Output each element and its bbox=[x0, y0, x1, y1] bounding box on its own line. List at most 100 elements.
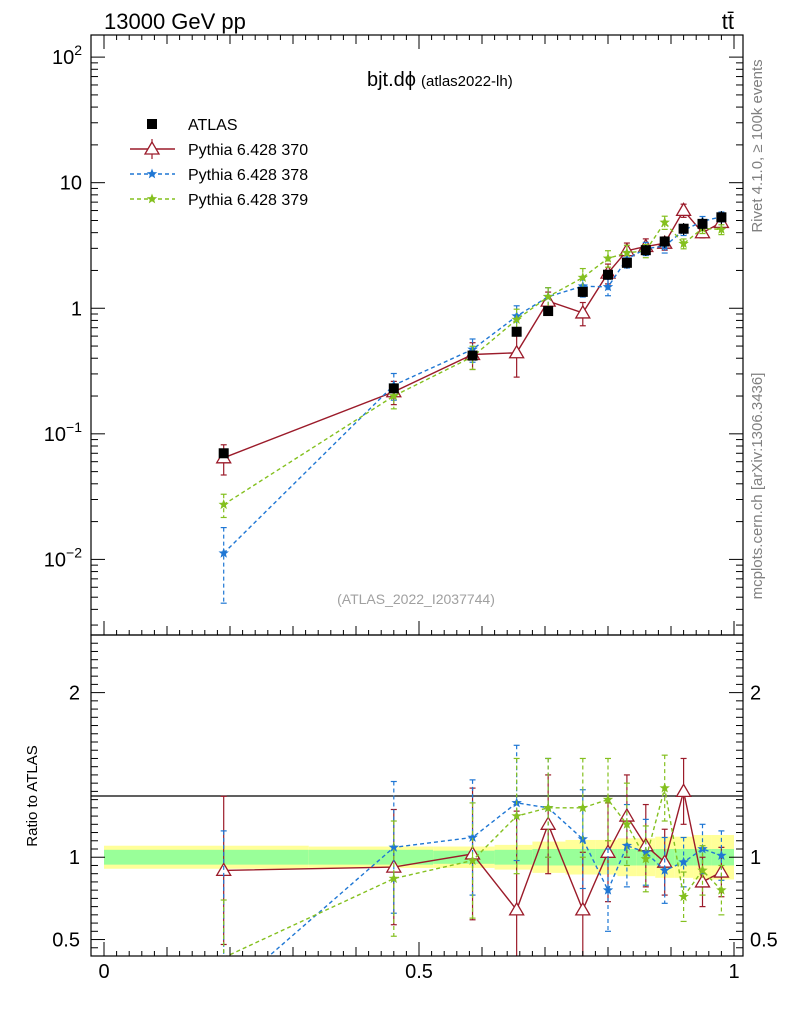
band-inner bbox=[104, 849, 309, 865]
ratio-marker bbox=[602, 884, 614, 895]
data-point bbox=[603, 269, 613, 280]
main-panel: 10−2 10−1 1 10 102 bjt.dϕ (atlas2022-lh) (AT… bbox=[44, 34, 744, 636]
y-tick-label: 10 bbox=[60, 173, 82, 195]
ratio-marker bbox=[659, 864, 670, 875]
ratio-marker bbox=[678, 856, 689, 867]
band-inner bbox=[433, 850, 495, 864]
ratio-marker bbox=[716, 850, 727, 860]
ratio-frame bbox=[90, 634, 744, 957]
ratio-panel: 0.5 0.51 12 2 0 0.5 1 Ratio to ATLAS bbox=[24, 634, 778, 983]
y-tick-label: 10−2 bbox=[44, 544, 82, 571]
x-tick-label: 1 bbox=[728, 961, 739, 983]
ratio-tick-label-left: 2 bbox=[69, 683, 80, 705]
x-tick-label: 0 bbox=[98, 961, 109, 983]
main-marker bbox=[602, 252, 614, 263]
ratio-marker bbox=[467, 832, 478, 842]
chart-title-text: bjt.dϕ bbox=[367, 69, 416, 91]
analysis-label: (ATLAS_2022_I2037744) bbox=[337, 591, 495, 607]
ratio-series bbox=[215, 744, 730, 956]
main-y-tick-labels: 10−2 10−1 1 10 102 bbox=[44, 42, 82, 571]
ratio-marker bbox=[621, 840, 633, 851]
legend-label: Pythia 6.428 378 bbox=[188, 167, 308, 184]
ratio-marker bbox=[602, 794, 614, 805]
ratio-tick-label-right: 1 bbox=[750, 847, 761, 869]
main-marker bbox=[218, 547, 229, 558]
main-marker bbox=[659, 216, 670, 227]
main-marker bbox=[678, 238, 689, 249]
main-axis-ticks bbox=[91, 35, 743, 635]
data-point bbox=[678, 223, 689, 234]
main-marker bbox=[508, 344, 525, 359]
data-point bbox=[697, 218, 708, 229]
data-point bbox=[716, 212, 727, 223]
ratio-marker bbox=[659, 782, 670, 793]
mcplots-label: mcplots.cern.ch [arXiv:1306.3436] bbox=[749, 373, 766, 600]
ratio-axis-ticks bbox=[91, 634, 743, 957]
data-point bbox=[577, 286, 588, 297]
main-marker bbox=[621, 247, 633, 258]
ratio-marker bbox=[713, 863, 730, 878]
ratio-marker bbox=[678, 891, 689, 902]
main-marker bbox=[602, 281, 614, 292]
ratio-tick-labels: 0.5 0.5 1 1 2 2 bbox=[52, 683, 778, 952]
ratio-tick-label-left: 0.5 bbox=[52, 930, 80, 952]
ratio-marker bbox=[697, 864, 708, 875]
ratio-ylabel: Ratio to ATLAS bbox=[24, 745, 41, 846]
ratio-marker bbox=[675, 783, 692, 798]
ratio-marker bbox=[508, 901, 525, 916]
band-inner bbox=[308, 849, 434, 865]
data-point bbox=[659, 236, 670, 247]
legend-label: Pythia 6.428 370 bbox=[188, 142, 308, 159]
ratio-marker bbox=[542, 802, 554, 813]
data-point bbox=[467, 350, 478, 361]
rivet-label: Rivet 4.1.0, ≥ 100k events bbox=[749, 59, 766, 232]
atlas-data-points bbox=[218, 211, 727, 459]
ratio-marker bbox=[467, 855, 478, 865]
main-marker bbox=[218, 499, 229, 510]
legend-label: Pythia 6.428 379 bbox=[188, 192, 308, 209]
main-marker bbox=[511, 314, 522, 324]
band-inner bbox=[494, 849, 533, 865]
main-marker bbox=[574, 304, 591, 319]
data-point bbox=[640, 245, 651, 256]
ratio-marker bbox=[574, 901, 591, 916]
ratio-marker bbox=[388, 873, 399, 884]
legend-marker bbox=[146, 168, 158, 179]
main-series bbox=[215, 202, 730, 604]
x-tick-label: 0.5 bbox=[405, 961, 433, 983]
data-point bbox=[621, 257, 632, 268]
y-tick-label: 1 bbox=[71, 298, 82, 320]
main-marker bbox=[716, 224, 727, 234]
ratio-tick-label-right: 2 bbox=[750, 683, 761, 705]
main-marker bbox=[388, 390, 399, 401]
data-point bbox=[218, 448, 229, 459]
ratio-marker bbox=[577, 802, 588, 813]
main-marker bbox=[577, 272, 588, 282]
main-marker bbox=[542, 291, 554, 302]
y-tick-label: 102 bbox=[52, 42, 82, 69]
ratio-marker bbox=[511, 810, 522, 821]
ratio-marker bbox=[640, 853, 651, 864]
ratio-marker bbox=[388, 841, 399, 852]
ratio-marker bbox=[640, 846, 651, 857]
ratio-marker bbox=[716, 884, 727, 895]
y-tick-label: 10−1 bbox=[44, 419, 82, 446]
main-marker bbox=[675, 202, 692, 217]
header-left: 13000 GeV pp bbox=[104, 9, 246, 34]
ratio-marker bbox=[621, 818, 633, 829]
data-point bbox=[388, 383, 399, 394]
data-point bbox=[543, 306, 554, 317]
x-tick-labels: 0 0.5 1 bbox=[98, 961, 739, 983]
ratio-tick-label-right: 0.5 bbox=[750, 930, 778, 952]
chart-title: bjt.dϕ bbox=[367, 69, 416, 91]
chart-subtitle: (atlas2022-lh) bbox=[421, 73, 513, 90]
data-point bbox=[511, 326, 522, 337]
legend-label-atlas: ATLAS bbox=[188, 117, 238, 134]
main-line-Pythia 6.428 378 bbox=[223, 216, 722, 554]
legend: ATLAS Pythia 6.428 370 Pythia 6.428 378 Pyt… bbox=[130, 117, 308, 209]
legend-marker bbox=[146, 193, 158, 204]
legend-marker bbox=[143, 140, 161, 155]
ratio-tick-label-left: 1 bbox=[69, 847, 80, 869]
header-right: tt̄ bbox=[722, 9, 734, 34]
